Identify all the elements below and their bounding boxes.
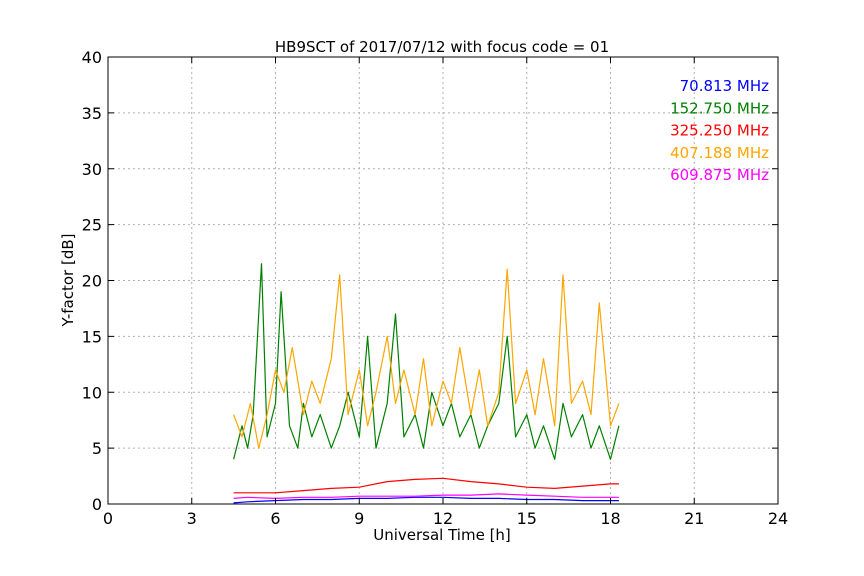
legend-entry-4: 609.875 MHz (670, 166, 769, 184)
y-tick-label: 10 (82, 383, 102, 402)
x-tick-label: 3 (187, 509, 197, 528)
y-tick-label: 30 (82, 160, 102, 179)
chart-title: HB9SCT of 2017/07/12 with focus code = 0… (275, 38, 609, 56)
tick-labels: 0 3 6 9 12 15 18 21 24 0 5 10 15 20 25 30 35 40 (82, 48, 789, 528)
x-tick-label: 12 (433, 509, 453, 528)
series-line-3 (233, 268, 620, 449)
y-axis-label: Y-factor [dB] (59, 233, 77, 327)
x-tick-label: 21 (684, 509, 704, 528)
y-tick-label: 35 (82, 104, 102, 123)
y-tick-label: 20 (82, 272, 102, 291)
x-tick-label: 18 (600, 509, 620, 528)
y-tick-label: 0 (92, 495, 102, 514)
x-tick-label: 15 (517, 509, 537, 528)
y-tick-label: 25 (82, 216, 102, 235)
series-line-0 (233, 496, 619, 504)
x-axis-label: Universal Time [h] (373, 526, 511, 544)
legend-entry-3: 407.188 MHz (670, 144, 769, 162)
series-layer (233, 263, 620, 504)
series-line-4 (233, 493, 619, 499)
x-tick-label: 24 (768, 509, 788, 528)
legend-entry-0: 70.813 MHz (680, 77, 769, 95)
grid (108, 57, 778, 504)
x-tick-label: 6 (270, 509, 280, 528)
y-tick-label: 40 (82, 48, 102, 67)
series-line-1 (233, 263, 620, 460)
ticks (107, 56, 779, 505)
x-tick-label: 9 (354, 509, 364, 528)
x-tick-label: 0 (103, 509, 113, 528)
y-tick-label: 15 (82, 327, 102, 346)
legend-entry-2: 325.250 MHz (670, 122, 769, 140)
legend: 70.813 MHz 152.750 MHz 325.250 MHz 407.188 … (670, 77, 769, 184)
series-line-2 (233, 477, 619, 494)
legend-entry-1: 152.750 MHz (670, 99, 769, 117)
y-tick-label: 5 (92, 439, 102, 458)
